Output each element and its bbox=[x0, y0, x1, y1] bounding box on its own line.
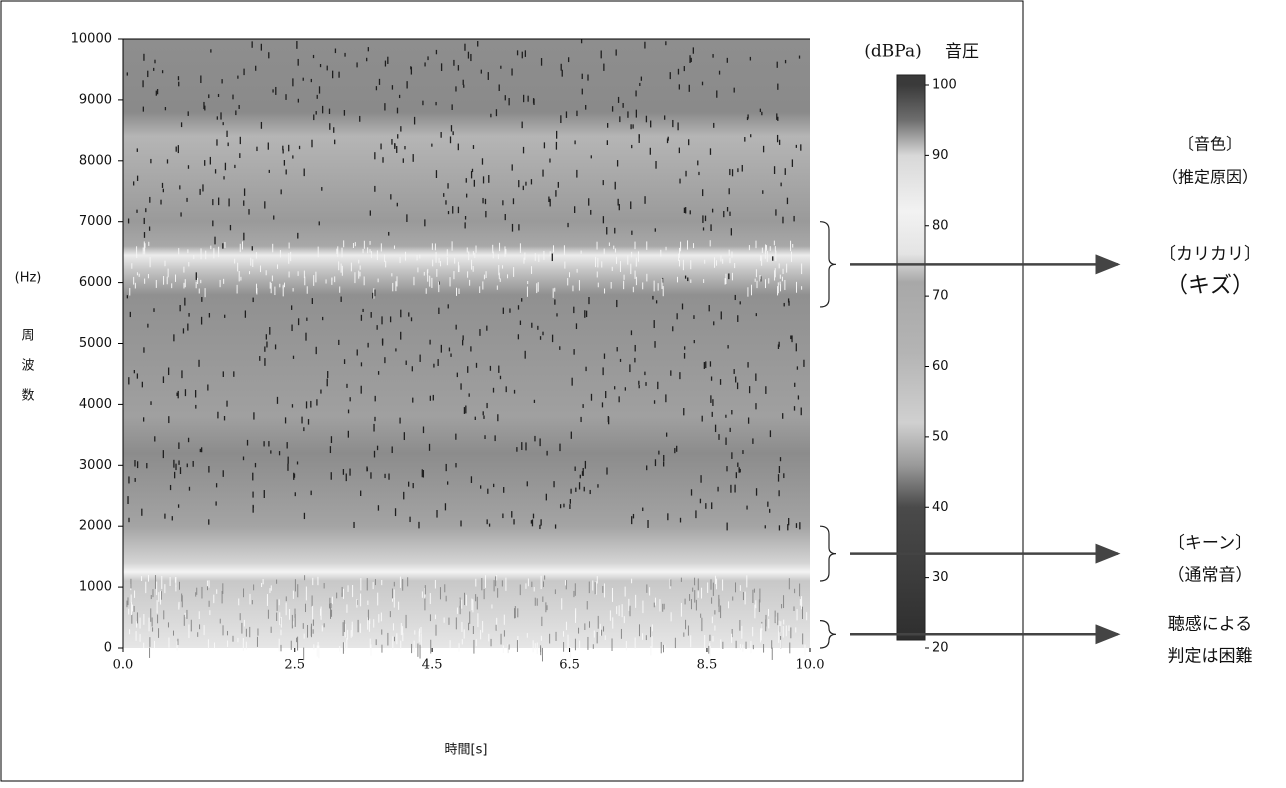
annotation-text: 聴感による bbox=[1168, 614, 1253, 634]
bracket bbox=[819, 619, 837, 649]
y-tick-label: 7000 bbox=[79, 214, 112, 229]
colorbar-tick-label: 30 bbox=[932, 570, 949, 585]
colorbar bbox=[896, 74, 926, 641]
y-label: 周 bbox=[21, 329, 34, 344]
y-unit: (Hz) bbox=[15, 271, 42, 286]
annotation-text: （キズ） bbox=[1166, 273, 1254, 298]
colorbar-tick-label: 40 bbox=[932, 500, 949, 515]
spectrogram bbox=[123, 39, 810, 648]
y-tick-label: 2000 bbox=[79, 519, 112, 534]
x-tick-label: 0.0 bbox=[113, 658, 134, 673]
colorbar-tick-label: 100 bbox=[932, 78, 957, 93]
colorbar-label: 音圧 bbox=[945, 42, 979, 62]
y-label: 数 bbox=[21, 389, 34, 404]
y-tick-label: 6000 bbox=[79, 275, 112, 290]
annotation-text: 〔カリカリ〕 bbox=[1159, 244, 1261, 264]
x-tick-label: 10.0 bbox=[796, 658, 825, 673]
x-tick-label: 6.5 bbox=[559, 658, 580, 673]
colorbar-tick-label: 50 bbox=[932, 429, 949, 444]
annotation-text: （通常音） bbox=[1168, 566, 1253, 586]
colorbar-tick-label: 80 bbox=[932, 218, 949, 233]
y-tick-label: 1000 bbox=[79, 580, 112, 595]
colorbar-tick-label: 20 bbox=[932, 641, 949, 656]
spectrogram-texture bbox=[126, 39, 808, 662]
colorbar-tick-label: 70 bbox=[932, 289, 949, 304]
colorbar-unit: (dBPa) bbox=[864, 42, 921, 62]
y-tick-label: 0 bbox=[104, 641, 112, 656]
colorbar-tick-label: 60 bbox=[932, 359, 949, 374]
annotation-text: 判定は困難 bbox=[1168, 646, 1253, 666]
y-tick-label: 5000 bbox=[79, 336, 112, 351]
y-label: 波 bbox=[21, 359, 34, 374]
bracket bbox=[819, 525, 837, 582]
y-tick-label: 9000 bbox=[79, 92, 112, 107]
annotation-header: （推定原因） bbox=[1162, 168, 1258, 187]
x-tick-label: 8.5 bbox=[697, 658, 718, 673]
y-tick-label: 10000 bbox=[71, 32, 112, 47]
x-label: 時間[s] bbox=[445, 743, 488, 758]
y-tick-label: 4000 bbox=[79, 397, 112, 412]
bracket bbox=[819, 221, 837, 308]
frame bbox=[0, 0, 1024, 782]
x-tick-label: 2.5 bbox=[284, 658, 305, 673]
annotation-header: 〔音色〕 bbox=[1178, 135, 1242, 154]
x-tick-label: 4.5 bbox=[422, 658, 443, 673]
y-tick-label: 3000 bbox=[79, 458, 112, 473]
colorbar-tick-label: 90 bbox=[932, 148, 949, 163]
annotation-text: 〔キーン〕 bbox=[1168, 534, 1252, 554]
y-tick-label: 8000 bbox=[79, 153, 112, 168]
